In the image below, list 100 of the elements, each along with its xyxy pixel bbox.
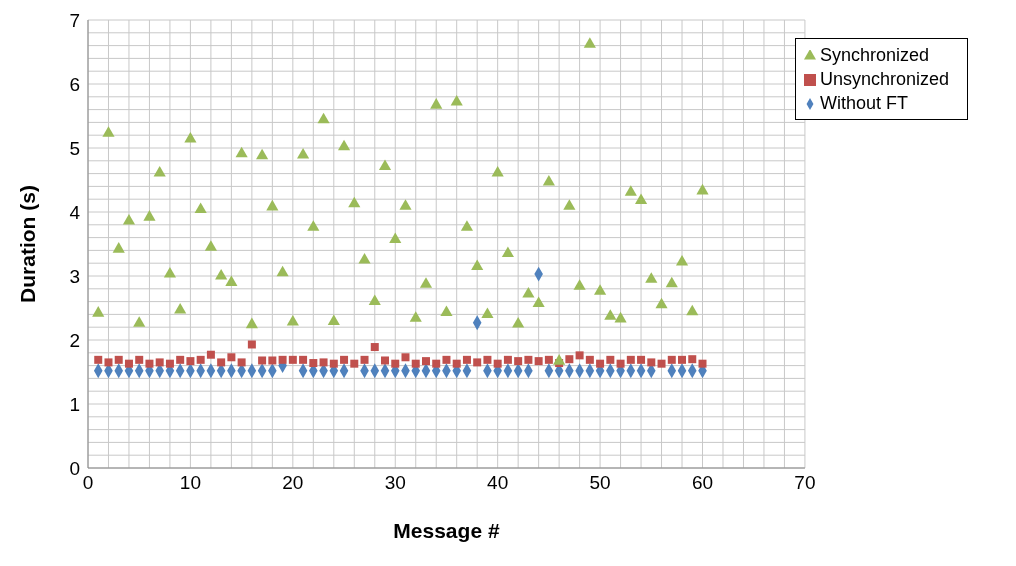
point [163, 267, 177, 278]
point [225, 275, 238, 286]
point [299, 355, 308, 364]
point [645, 272, 658, 283]
point [655, 297, 668, 309]
point [206, 350, 215, 359]
point [145, 359, 154, 368]
point [512, 316, 525, 328]
point [92, 306, 105, 317]
point [256, 148, 269, 160]
point [432, 359, 441, 368]
point [186, 357, 195, 366]
legend-label: Synchronized [819, 45, 929, 65]
point [297, 148, 310, 159]
point [430, 98, 443, 109]
point [411, 359, 420, 368]
point [696, 183, 709, 195]
point [360, 355, 369, 364]
point [626, 355, 635, 364]
point [585, 355, 594, 364]
y-axis-title: Duration (s) [16, 185, 40, 303]
x-axis-title: Message # [393, 519, 500, 542]
point [112, 242, 125, 253]
point [215, 268, 228, 280]
point [440, 305, 453, 316]
point [481, 307, 494, 318]
x-tick-label: 50 [589, 472, 611, 494]
point [553, 354, 566, 365]
point [483, 355, 492, 364]
point [276, 265, 289, 277]
point [450, 94, 463, 106]
point [614, 311, 627, 323]
point [176, 355, 185, 364]
point [667, 355, 676, 364]
point [563, 199, 576, 210]
point [348, 196, 361, 208]
point [421, 357, 430, 366]
point [532, 296, 545, 308]
point [688, 355, 697, 364]
x-tick-label: 30 [384, 472, 406, 494]
point [94, 355, 103, 364]
point [462, 355, 471, 364]
point [204, 240, 217, 251]
point [409, 311, 422, 322]
point [114, 355, 123, 364]
point [288, 355, 297, 364]
point [227, 353, 236, 362]
point [460, 220, 474, 231]
point [686, 304, 699, 316]
y-tick-label: 1 [69, 393, 80, 415]
x-tick-label: 40 [487, 472, 509, 494]
point [565, 355, 574, 364]
point [534, 357, 543, 366]
point [319, 358, 328, 367]
y-tick-label: 4 [69, 201, 81, 223]
y-tick-label: 2 [69, 329, 80, 351]
point [657, 359, 666, 368]
point [266, 199, 279, 211]
point [165, 359, 174, 368]
point [491, 165, 504, 177]
y-tick-label: 5 [69, 137, 80, 159]
point [317, 112, 330, 124]
point [329, 359, 338, 368]
point [606, 355, 615, 364]
point [340, 355, 349, 364]
point [358, 252, 371, 264]
point [624, 185, 637, 196]
point [258, 356, 267, 365]
point [381, 356, 390, 365]
point [675, 254, 689, 266]
point [616, 359, 625, 368]
y-tick-label: 0 [69, 457, 80, 479]
point [104, 358, 113, 367]
point [442, 355, 451, 364]
x-tick-label: 60 [691, 472, 714, 494]
point [143, 210, 156, 221]
point [153, 165, 166, 177]
point [133, 316, 146, 327]
point [124, 359, 133, 368]
y-tick-label: 3 [69, 265, 80, 287]
point [503, 355, 512, 364]
point [575, 351, 584, 360]
point [637, 355, 646, 364]
point [155, 358, 164, 367]
x-tick-label: 10 [179, 472, 201, 494]
point [596, 359, 605, 368]
y-tick-label: 7 [69, 9, 80, 31]
point [698, 359, 707, 368]
point [350, 359, 359, 368]
point [309, 359, 318, 368]
point [102, 126, 115, 137]
point [196, 355, 205, 364]
point [389, 232, 402, 244]
point [235, 146, 248, 158]
point [401, 353, 410, 362]
legend-label: Unsynchronized [819, 69, 949, 89]
point [419, 277, 433, 288]
point [245, 317, 258, 329]
point [522, 286, 535, 298]
point [452, 359, 461, 368]
